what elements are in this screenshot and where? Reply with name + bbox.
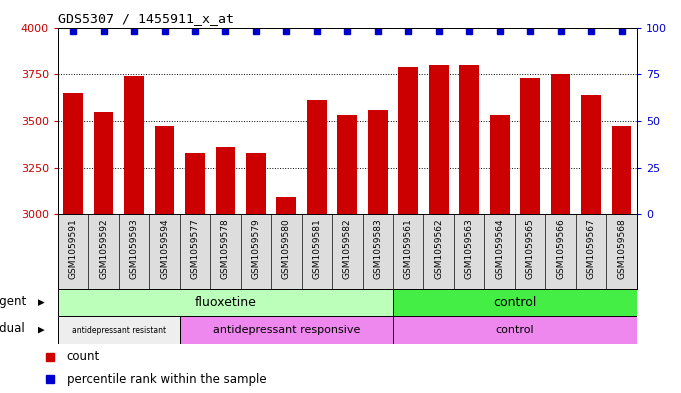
Text: GSM1059582: GSM1059582 — [343, 218, 352, 279]
Bar — [124, 76, 144, 214]
Text: agent: agent — [0, 295, 26, 308]
Bar — [94, 112, 114, 214]
Bar — [58, 289, 393, 316]
Text: GSM1059580: GSM1059580 — [282, 218, 291, 279]
Text: GSM1059577: GSM1059577 — [191, 218, 200, 279]
Text: control: control — [493, 296, 537, 309]
Text: GSM1059562: GSM1059562 — [434, 218, 443, 279]
Bar — [246, 152, 266, 214]
Bar — [185, 152, 205, 214]
Bar — [216, 147, 236, 214]
Bar — [551, 74, 571, 214]
Text: GSM1059593: GSM1059593 — [129, 218, 138, 279]
Bar — [337, 115, 358, 214]
Text: antidepressant resistant: antidepressant resistant — [72, 326, 166, 334]
Text: GSM1059564: GSM1059564 — [495, 218, 504, 279]
Bar — [180, 316, 393, 344]
Bar — [393, 289, 637, 316]
Text: GDS5307 / 1455911_x_at: GDS5307 / 1455911_x_at — [58, 12, 234, 25]
Text: GSM1059565: GSM1059565 — [526, 218, 535, 279]
Text: percentile rank within the sample: percentile rank within the sample — [67, 373, 266, 386]
Text: GSM1059578: GSM1059578 — [221, 218, 230, 279]
Text: GSM1059561: GSM1059561 — [404, 218, 413, 279]
Bar — [276, 197, 296, 214]
Bar — [307, 100, 327, 214]
Bar — [63, 93, 83, 214]
Text: GSM1059583: GSM1059583 — [373, 218, 382, 279]
Bar — [612, 127, 631, 214]
Text: GSM1059592: GSM1059592 — [99, 218, 108, 279]
Text: GSM1059563: GSM1059563 — [464, 218, 474, 279]
Text: fluoxetine: fluoxetine — [195, 296, 256, 309]
Text: antidepressant responsive: antidepressant responsive — [212, 325, 360, 335]
Bar — [520, 78, 540, 214]
Bar — [459, 65, 479, 214]
Text: GSM1059567: GSM1059567 — [586, 218, 596, 279]
Bar — [58, 316, 180, 344]
Text: count: count — [67, 350, 100, 363]
Bar — [393, 316, 637, 344]
Bar — [490, 115, 509, 214]
Bar — [398, 67, 418, 214]
Bar — [581, 95, 601, 214]
Text: GSM1059581: GSM1059581 — [313, 218, 321, 279]
Bar — [155, 127, 174, 214]
Bar — [368, 110, 387, 214]
Text: individual: individual — [0, 322, 26, 335]
Bar — [429, 65, 449, 214]
Text: control: control — [496, 325, 534, 335]
Text: GSM1059566: GSM1059566 — [556, 218, 565, 279]
Text: GSM1059591: GSM1059591 — [69, 218, 78, 279]
Text: GSM1059568: GSM1059568 — [617, 218, 626, 279]
Text: GSM1059594: GSM1059594 — [160, 218, 169, 279]
Text: GSM1059579: GSM1059579 — [251, 218, 260, 279]
